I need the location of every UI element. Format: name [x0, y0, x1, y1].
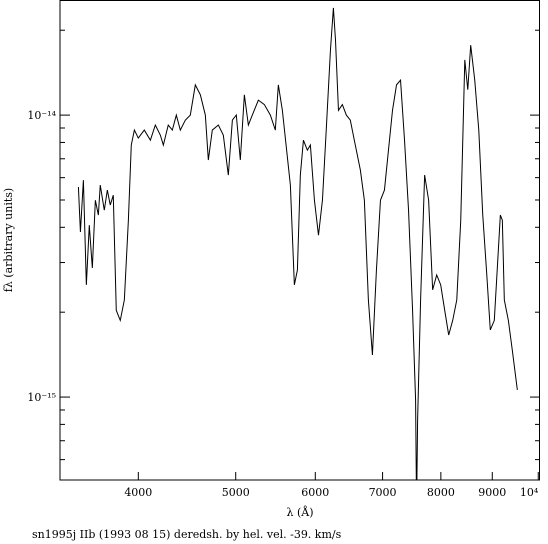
- x-tick-label: 6000: [301, 486, 329, 499]
- x-tick-label: 5000: [222, 486, 250, 499]
- x-tick-label: 8000: [427, 486, 455, 499]
- y-tick-label: 10⁻¹⁵: [27, 391, 56, 404]
- x-tick-label: 9000: [478, 486, 506, 499]
- x-tick-label: 4000: [124, 486, 152, 499]
- plot-frame: [59, 0, 540, 481]
- caption: sn1995j IIb (1993 08 15) deredsh. by hel…: [32, 528, 342, 541]
- x-tick-label: 7000: [369, 486, 397, 499]
- spectrum-line: [77, 7, 518, 480]
- x-tick-label: 10⁴: [520, 486, 539, 499]
- y-axis-label: fλ (arbitrary units): [2, 188, 15, 292]
- y-tick-label: 10⁻¹⁴: [27, 109, 56, 122]
- x-axis-label: λ (Å): [287, 505, 314, 519]
